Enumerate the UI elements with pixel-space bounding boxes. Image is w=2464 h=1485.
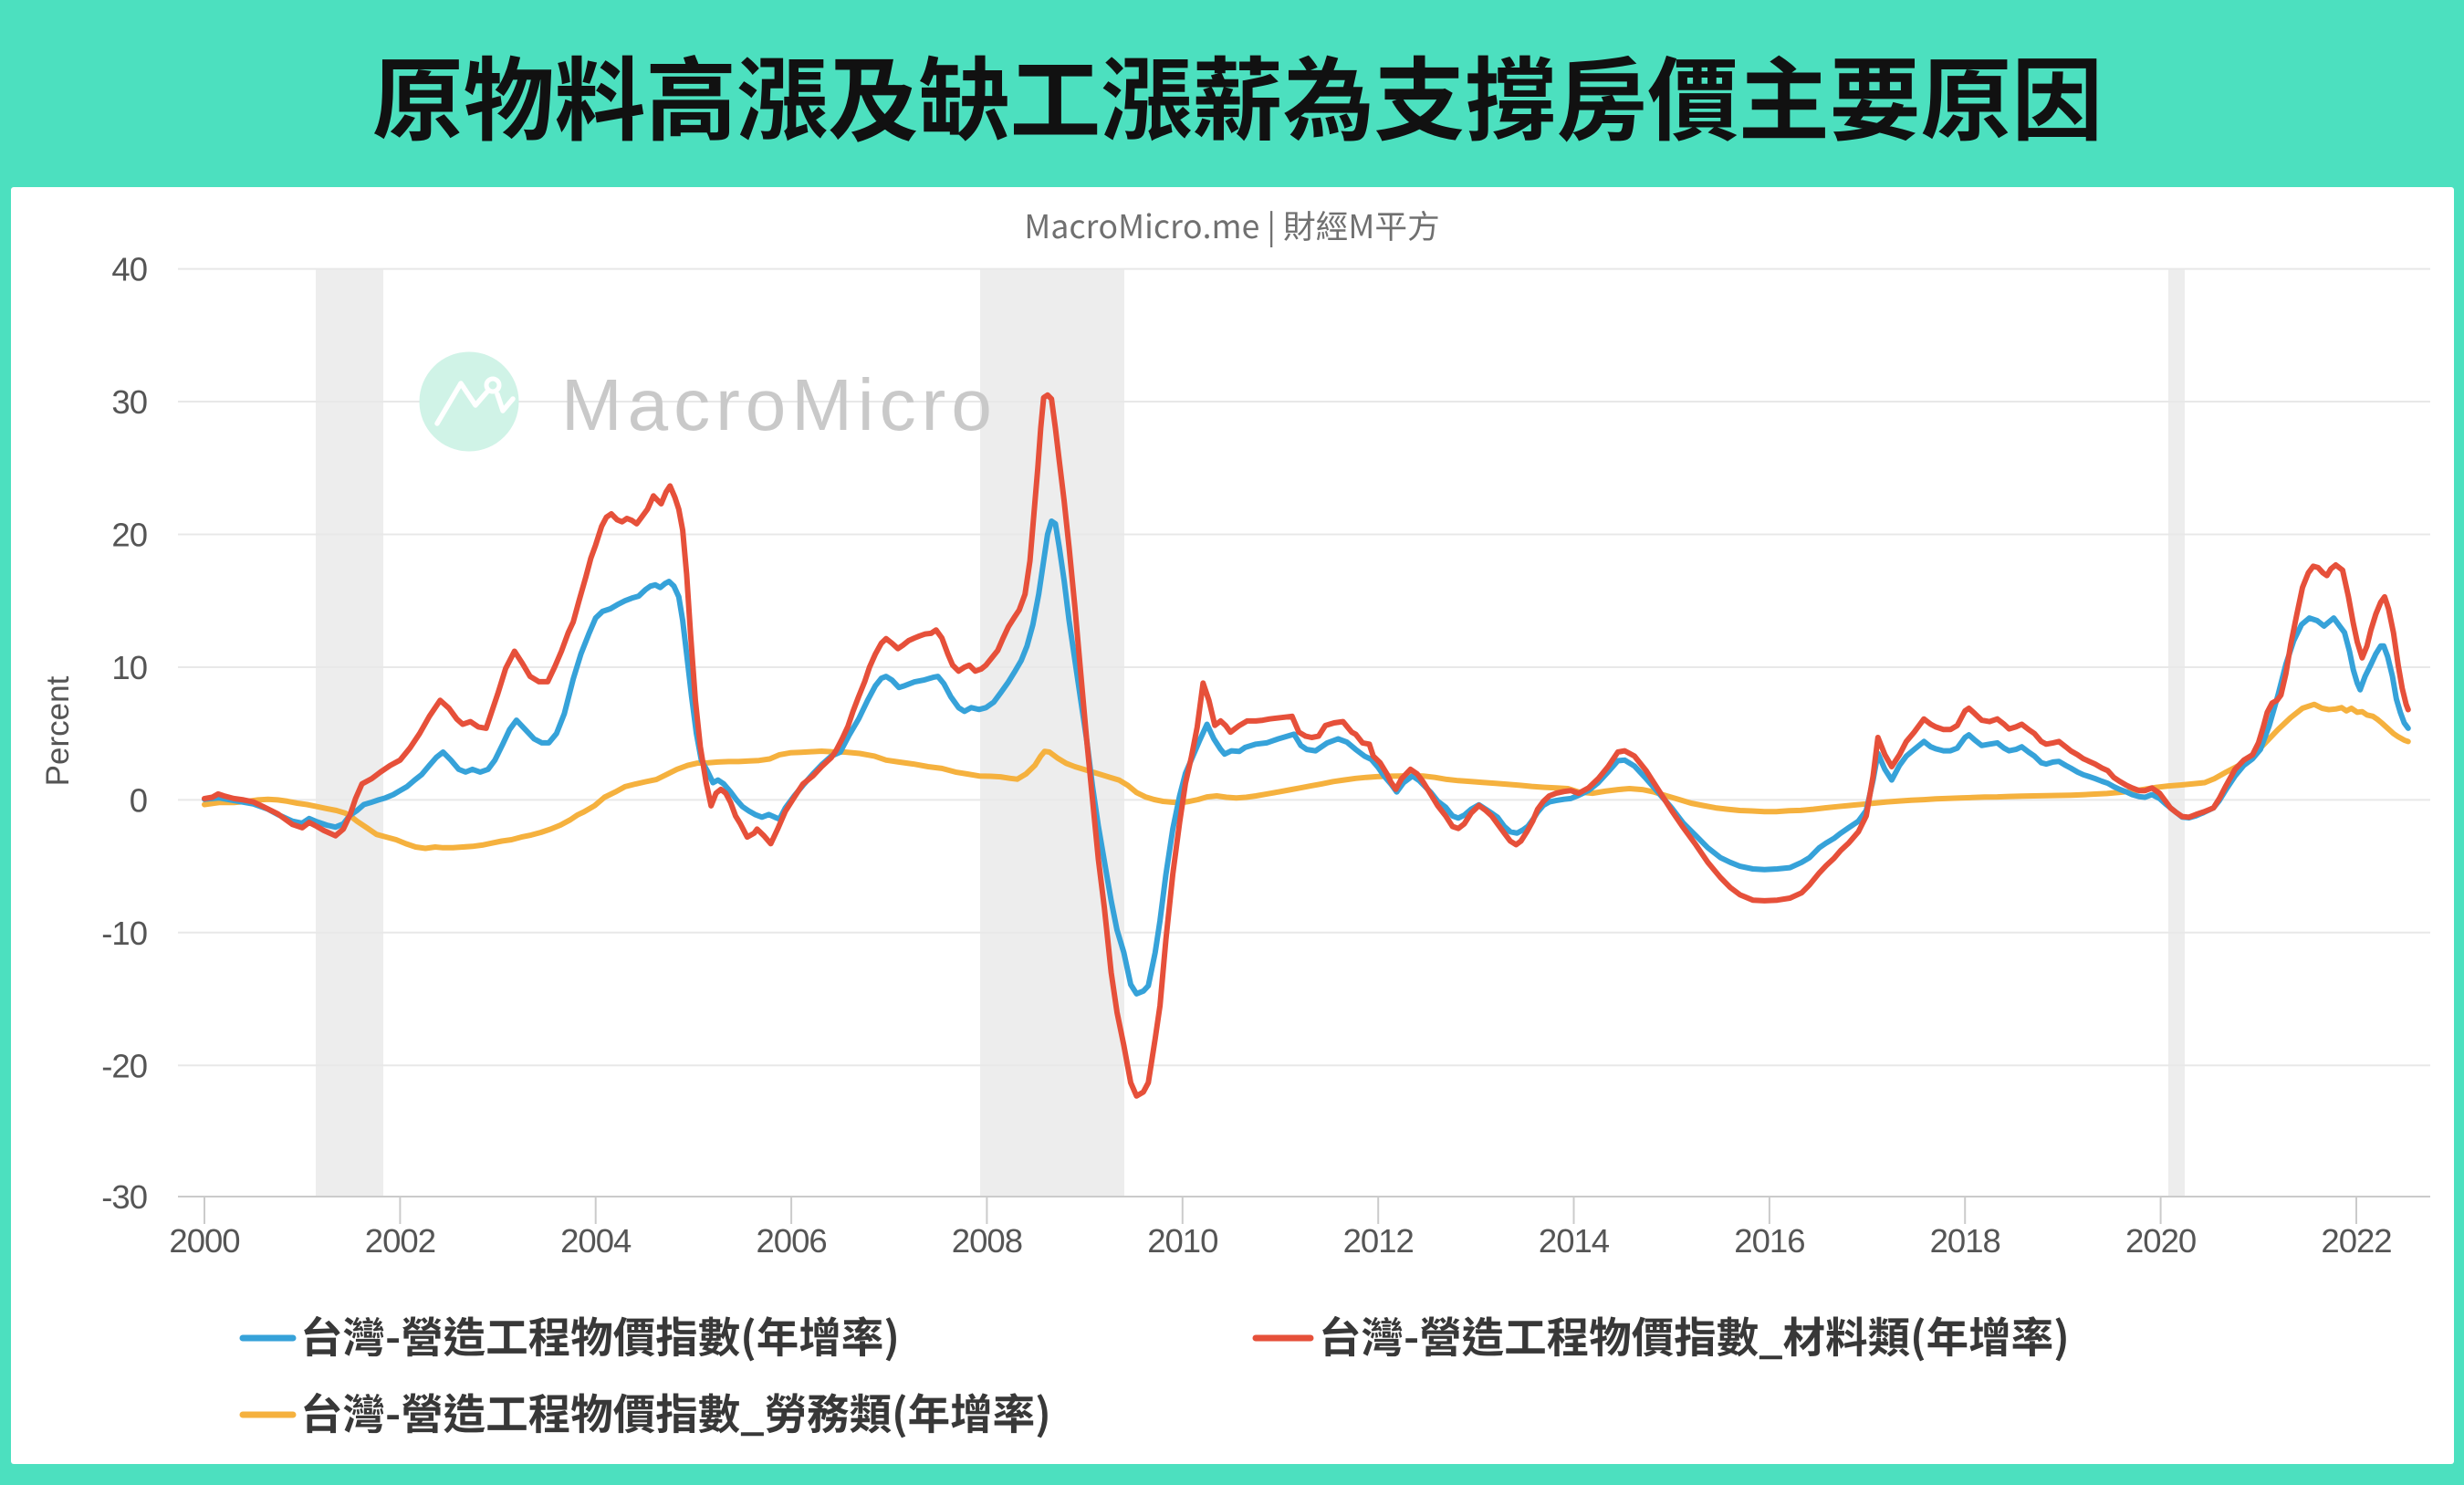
- svg-text:40: 40: [111, 251, 147, 288]
- svg-text:MacroMicro: MacroMicro: [561, 364, 997, 445]
- svg-text:2000: 2000: [169, 1222, 239, 1260]
- svg-text:2002: 2002: [365, 1222, 435, 1260]
- svg-text:2022: 2022: [2321, 1222, 2391, 1260]
- svg-text:30: 30: [111, 383, 147, 421]
- svg-text:2018: 2018: [1930, 1222, 2000, 1260]
- svg-text:10: 10: [111, 649, 147, 686]
- svg-text:2020: 2020: [2125, 1222, 2196, 1260]
- svg-text:2010: 2010: [1147, 1222, 1217, 1260]
- svg-text:0: 0: [130, 781, 147, 819]
- svg-text:2014: 2014: [1539, 1222, 1610, 1260]
- svg-text:2012: 2012: [1343, 1222, 1414, 1260]
- svg-text:2004: 2004: [560, 1222, 632, 1260]
- svg-text:-10: -10: [101, 915, 147, 952]
- svg-text:-20: -20: [101, 1047, 147, 1084]
- svg-text:2008: 2008: [952, 1222, 1022, 1260]
- svg-text:-30: -30: [101, 1178, 147, 1216]
- svg-text:20: 20: [111, 517, 147, 554]
- svg-text:2006: 2006: [756, 1222, 826, 1260]
- svg-text:2016: 2016: [1734, 1222, 1804, 1260]
- svg-text:Percent: Percent: [40, 675, 76, 786]
